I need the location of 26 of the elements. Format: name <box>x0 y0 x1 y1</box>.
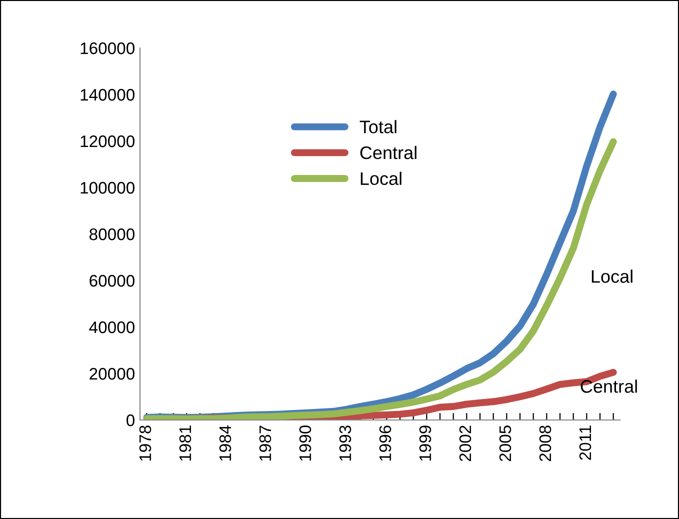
x-tick-label: 1990 <box>299 426 312 461</box>
annotation: Local <box>592 270 632 283</box>
x-tick-label: 1978 <box>139 426 152 461</box>
y-tick-label: 140000 <box>80 88 134 101</box>
legend-label: Total <box>360 120 396 134</box>
y-tick-label: 120000 <box>80 135 134 148</box>
x-tick-label: 2008 <box>539 426 552 462</box>
y-tick-label: 160000 <box>80 42 134 54</box>
y-tick-label: 40000 <box>89 321 134 334</box>
legend-label: Central <box>360 146 416 160</box>
y-tick-label: 100000 <box>80 182 134 194</box>
x-tick-label: 1999 <box>419 426 432 461</box>
x-tick-label: 1993 <box>339 426 352 461</box>
x-tick-label: 2002 <box>459 426 472 462</box>
x-tick-label: 1996 <box>379 426 392 461</box>
x-tick-label: 1981 <box>179 426 192 461</box>
y-tick-label: 0 <box>126 414 134 426</box>
x-tick-label: 2011 <box>579 426 592 460</box>
x-tick-label: 1984 <box>219 425 232 461</box>
annotation: Central <box>580 380 637 393</box>
legend-label: Local <box>360 172 402 186</box>
y-tick-label: 80000 <box>90 228 134 240</box>
x-tick-label: 2005 <box>499 426 512 462</box>
x-tick-label: 1987 <box>259 426 272 461</box>
y-tick-label: 20000 <box>90 368 134 380</box>
y-tick-label: 60000 <box>90 274 134 287</box>
